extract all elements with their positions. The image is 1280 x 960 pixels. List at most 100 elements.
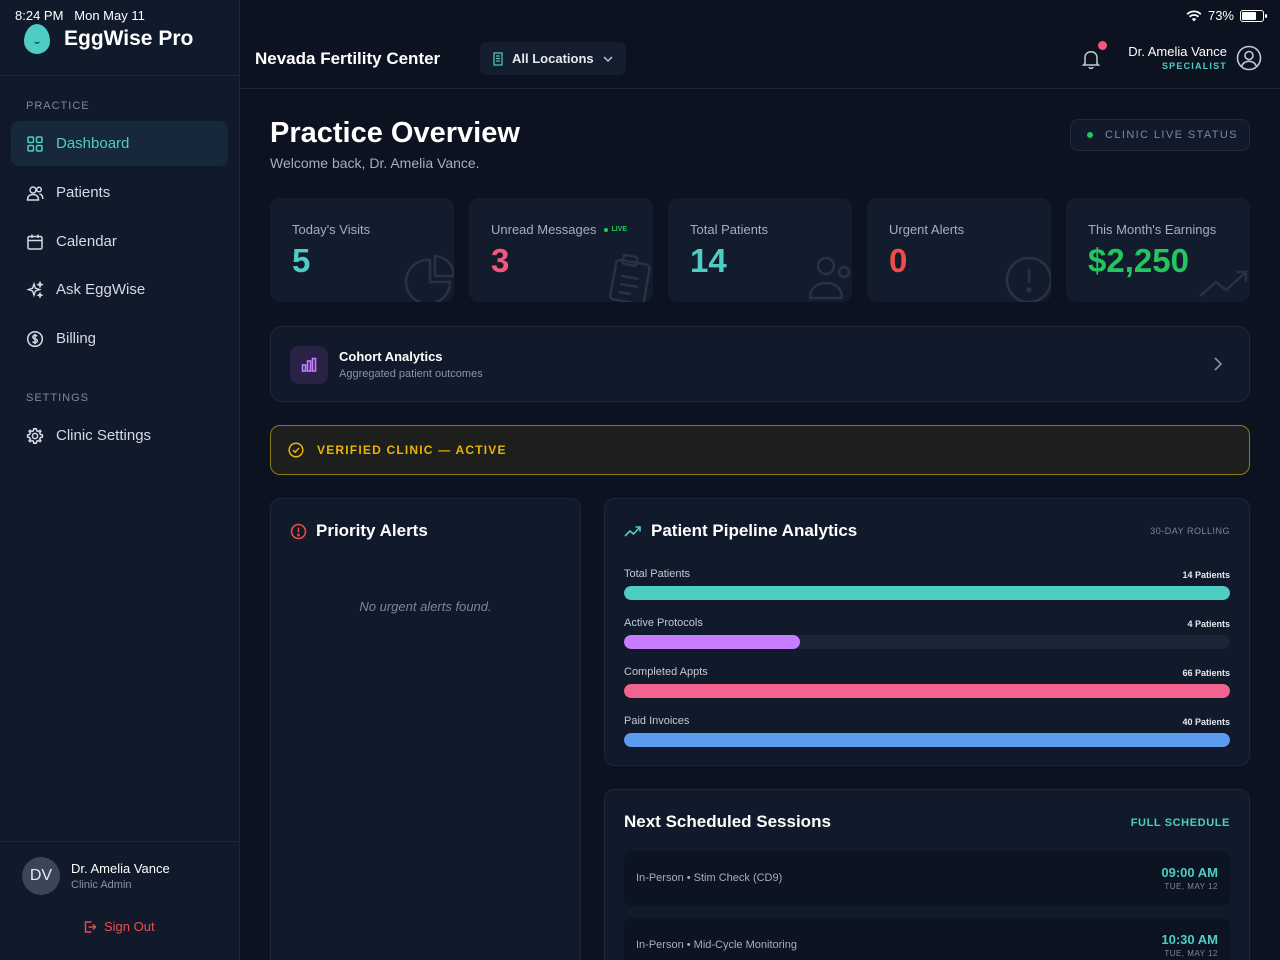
- session-description: In-Person • Mid-Cycle Monitoring: [636, 939, 797, 951]
- stat-label: Unread Messages LIVE: [491, 222, 627, 237]
- dollar-circle-icon: [26, 330, 44, 348]
- bar-fill: [624, 635, 800, 649]
- stat-card-urgent-alerts[interactable]: Urgent Alerts 0: [867, 198, 1051, 302]
- bar-count: 66 Patients: [1182, 668, 1230, 678]
- verified-label: VERIFIED CLINIC — ACTIVE: [317, 443, 507, 457]
- top-header: Nevada Fertility Center All Locations Dr…: [240, 30, 1280, 89]
- users-icon: [26, 184, 44, 202]
- stat-label: Today's Visits: [292, 222, 371, 237]
- location-select[interactable]: All Locations: [480, 42, 626, 75]
- cohort-subtitle: Aggregated patient outcomes: [339, 368, 483, 380]
- trending-up-icon: [1199, 270, 1248, 297]
- user-name: Dr. Amelia Vance: [71, 861, 170, 876]
- stat-value: 0: [889, 242, 908, 279]
- bar-count: 14 Patients: [1182, 570, 1230, 580]
- status-indicators: 73%: [1186, 8, 1267, 23]
- egg-logo-icon: [24, 24, 50, 54]
- users-icon: [808, 256, 851, 300]
- doctor-title: SPECIALIST: [1161, 61, 1227, 71]
- sidebar: EggWise Pro PRACTICE Dashboard Patients …: [0, 0, 240, 960]
- session-time: 10:30 AM: [1161, 932, 1218, 947]
- bar-label: Paid Invoices: [624, 715, 690, 727]
- sidebar-item-patients[interactable]: Patients: [11, 170, 228, 215]
- pipeline-title: Patient Pipeline Analytics: [624, 521, 857, 541]
- battery-percent: 73%: [1207, 8, 1234, 23]
- clinic-name: Nevada Fertility Center: [255, 49, 441, 68]
- stat-label: Urgent Alerts: [889, 222, 965, 237]
- stat-value: $2,250: [1088, 242, 1189, 279]
- sidebar-item-calendar[interactable]: Calendar: [11, 219, 228, 264]
- sidebar-item-dashboard[interactable]: Dashboard: [11, 121, 228, 166]
- verified-clinic-banner: VERIFIED CLINIC — ACTIVE: [270, 425, 1250, 475]
- alert-circle-icon: [290, 523, 307, 539]
- stat-value: 3: [491, 242, 510, 279]
- empty-alerts-message: No urgent alerts found.: [359, 599, 492, 614]
- session-item[interactable]: In-Person • Mid-Cycle Monitoring 10:30 A…: [624, 918, 1230, 960]
- session-date: TUE, MAY 12: [1164, 949, 1218, 958]
- notification-dot: [1098, 41, 1107, 50]
- status-dot: [1087, 132, 1093, 138]
- bar-fill: [624, 684, 1230, 698]
- page-subtitle: Welcome back, Dr. Amelia Vance.: [270, 155, 480, 171]
- sidebar-item-ask-eggwise[interactable]: Ask EggWise: [11, 267, 228, 312]
- user-role: Clinic Admin: [71, 879, 132, 891]
- page-title: Practice Overview: [270, 117, 520, 149]
- sessions-title: Next Scheduled Sessions: [624, 812, 831, 831]
- stat-label: Total Patients: [690, 222, 769, 237]
- bar-track: [624, 684, 1230, 698]
- brand[interactable]: EggWise Pro: [24, 24, 193, 54]
- scheduled-sessions-panel: Next Scheduled Sessions FULL SCHEDULE In…: [604, 789, 1250, 960]
- session-item[interactable]: In-Person • Stim Check (CD9) 09:00 AM TU…: [624, 851, 1230, 906]
- bar-label: Total Patients: [624, 568, 691, 580]
- check-circle-icon: [288, 442, 304, 458]
- stat-card-unread-messages[interactable]: Unread Messages LIVE 3: [469, 198, 653, 302]
- bell-icon[interactable]: [1080, 48, 1102, 70]
- session-date: TUE, MAY 12: [1164, 882, 1218, 891]
- stat-value: 14: [690, 242, 727, 279]
- chevron-right-icon: [1214, 357, 1223, 371]
- section-label-settings: SETTINGS: [26, 392, 90, 404]
- stat-label: This Month's Earnings: [1088, 222, 1217, 237]
- live-status-label: CLINIC LIVE STATUS: [1105, 129, 1238, 141]
- priority-alerts-panel: Priority Alerts No urgent alerts found.: [270, 498, 581, 960]
- bar-track: [624, 635, 1230, 649]
- sidebar-item-label: Patients: [56, 184, 111, 201]
- wifi-icon: [1186, 9, 1202, 21]
- bar-fill: [624, 733, 1230, 747]
- clipboard-icon: [609, 253, 651, 302]
- avatar[interactable]: DV: [22, 857, 60, 895]
- status-bar: 8:24 PM Mon May 11 73%: [0, 0, 1280, 30]
- cohort-analytics-card[interactable]: Cohort Analytics Aggregated patient outc…: [270, 326, 1250, 402]
- brand-name: EggWise Pro: [64, 27, 194, 50]
- stat-card-todays-visits[interactable]: Today's Visits 5: [270, 198, 454, 302]
- sidebar-item-label: Billing: [56, 330, 97, 347]
- sidebar-item-billing[interactable]: Billing: [11, 316, 228, 361]
- chevron-down-icon: [603, 56, 613, 62]
- doctor-name: Dr. Amelia Vance: [1128, 44, 1227, 59]
- sidebar-divider: [0, 75, 240, 76]
- sign-out-icon: [84, 920, 97, 933]
- sidebar-item-clinic-settings[interactable]: Clinic Settings: [11, 413, 228, 458]
- full-schedule-link[interactable]: FULL SCHEDULE: [1130, 817, 1230, 829]
- gear-icon: [26, 427, 44, 445]
- stat-card-total-patients[interactable]: Total Patients 14: [668, 198, 852, 302]
- bar-count: 40 Patients: [1182, 717, 1230, 727]
- location-select-value: All Locations: [512, 51, 594, 66]
- bar-chart-icon: [290, 346, 328, 384]
- battery-icon: [1240, 9, 1267, 22]
- patient-pipeline-panel: Patient Pipeline Analytics 30-DAY ROLLIN…: [604, 498, 1250, 766]
- trending-up-icon: [624, 526, 641, 537]
- pie-chart-icon: [404, 254, 454, 302]
- stat-card-monthly-earnings[interactable]: This Month's Earnings $2,250: [1066, 198, 1250, 302]
- sign-out-button[interactable]: Sign Out: [83, 919, 155, 934]
- priority-alerts-title: Priority Alerts: [290, 521, 428, 541]
- stat-label-text: Unread Messages: [491, 222, 597, 237]
- sparkles-icon: [26, 280, 44, 299]
- bar-label: Active Protocols: [624, 617, 703, 629]
- section-label-practice: PRACTICE: [26, 100, 90, 112]
- profile-icon[interactable]: [1236, 45, 1262, 71]
- priority-alerts-title-text: Priority Alerts: [316, 521, 428, 540]
- bar-label: Completed Appts: [624, 666, 708, 678]
- status-time: 8:24 PM Mon May 11: [15, 8, 145, 23]
- sidebar-item-label: Dashboard: [56, 135, 130, 152]
